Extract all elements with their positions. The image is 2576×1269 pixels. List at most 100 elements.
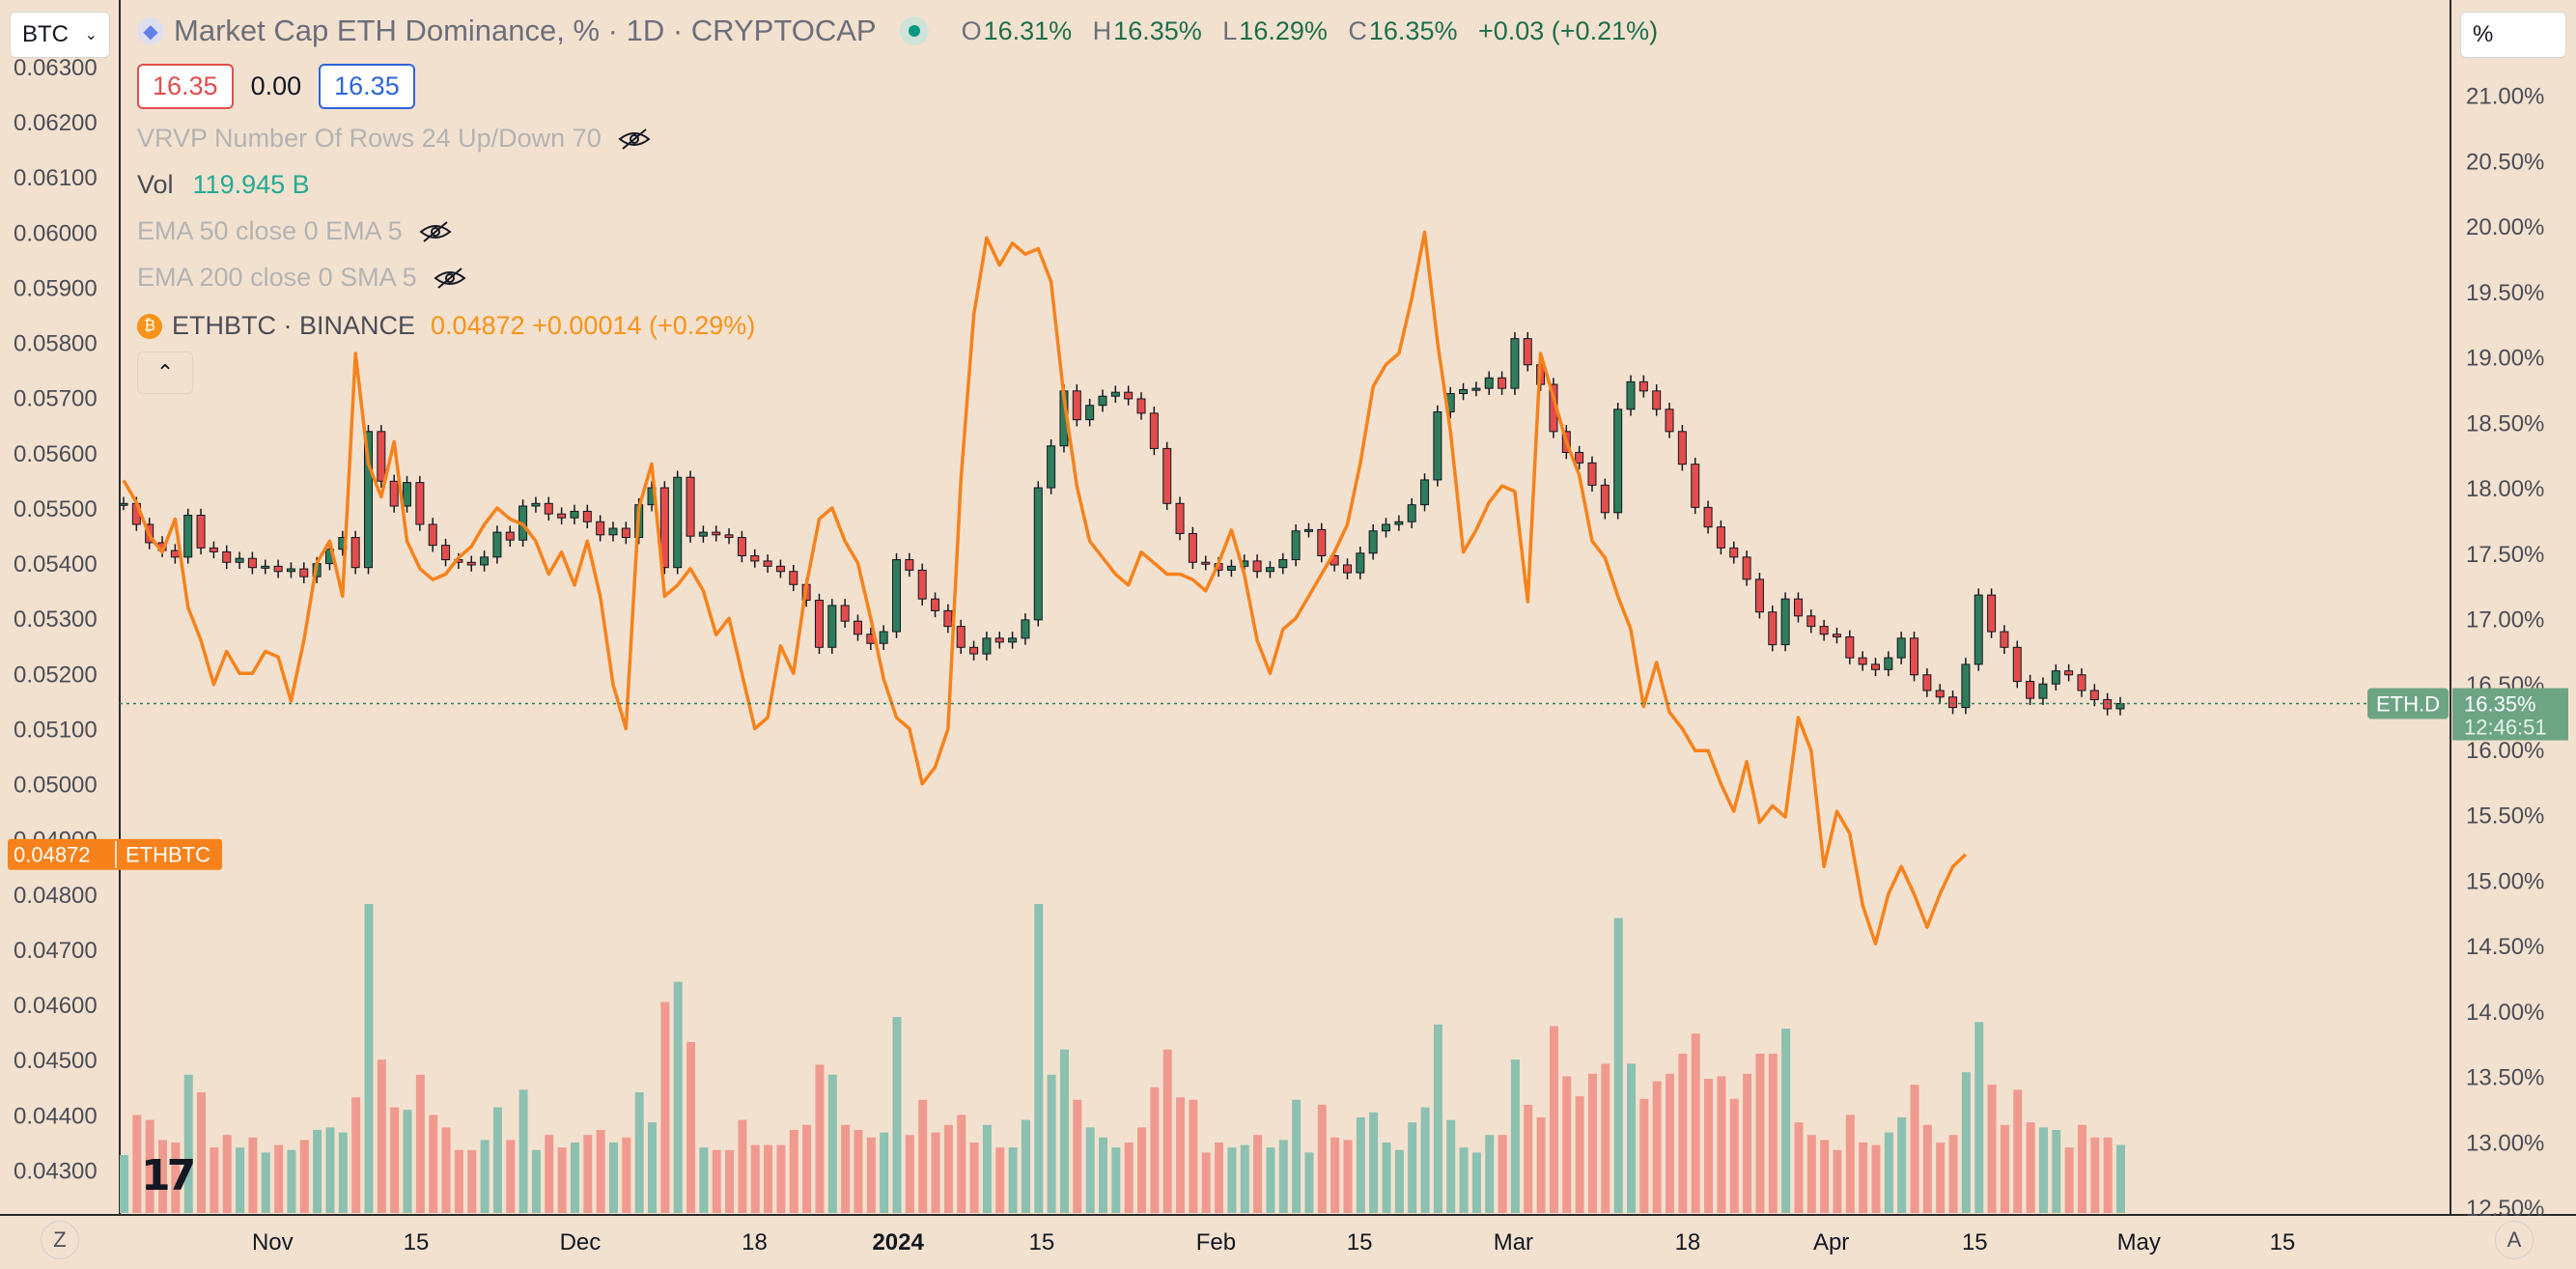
volume-bar	[1601, 1063, 1610, 1213]
volume-bar	[1691, 1033, 1700, 1213]
volume-bar	[429, 1114, 438, 1213]
right-axis-tick-label: 14.00%	[2466, 1000, 2544, 1026]
sell-price-button[interactable]: 16.35	[137, 64, 234, 109]
volume-bar	[222, 1135, 232, 1213]
x-axis-tick-label: 15	[404, 1229, 430, 1255]
price-boxes: 16.35 0.00 16.35	[137, 64, 415, 109]
candle	[1291, 530, 1301, 561]
indicator-vrvp[interactable]: VRVP Number Of Rows 24 Up/Down 70	[137, 124, 652, 154]
volume-bar	[1755, 1054, 1765, 1213]
volume-bar	[1781, 1029, 1791, 1213]
volume-bar	[2103, 1137, 2113, 1213]
indicator-ethbtc[interactable]: ₿ ETHBTC · BINANCE 0.04872 +0.00014 (+0.…	[137, 311, 755, 341]
candle	[724, 534, 734, 539]
volume-bar	[183, 1074, 193, 1213]
candle	[286, 568, 295, 573]
volume-bar	[1034, 904, 1044, 1213]
volume-bar	[1304, 1152, 1314, 1213]
volume-bar	[1833, 1149, 1842, 1213]
right-axis-tick-label: 16.00%	[2466, 738, 2544, 764]
eye-hidden-icon[interactable]	[418, 220, 453, 243]
candle	[814, 600, 824, 648]
eye-hidden-icon[interactable]	[617, 127, 652, 151]
indicator-ema50[interactable]: EMA 50 close 0 EMA 5	[137, 216, 453, 246]
axis-corner-left-button[interactable]: Z	[41, 1221, 79, 1259]
volume-bar	[1471, 1152, 1481, 1213]
candle	[1677, 431, 1687, 465]
candle-series	[119, 331, 2125, 716]
candle	[403, 482, 412, 507]
volume-bar	[1059, 1049, 1069, 1213]
candle	[1510, 338, 1520, 389]
candle	[1149, 412, 1159, 449]
candle	[1768, 611, 1778, 646]
candle	[1188, 532, 1197, 563]
volume-bar	[287, 1149, 296, 1213]
volume-bar	[1227, 1147, 1237, 1213]
volume-bar	[957, 1114, 966, 1213]
eye-hidden-icon[interactable]	[433, 267, 467, 290]
candle	[1884, 657, 1893, 670]
volume-bar	[1897, 1117, 1907, 1213]
volume-bar	[236, 1147, 245, 1213]
volume-bar	[1859, 1142, 1868, 1213]
volume-bar	[158, 1140, 168, 1213]
candle	[1780, 598, 1790, 646]
candle	[1754, 578, 1764, 613]
volume-bar	[2064, 1147, 2074, 1213]
candle	[892, 559, 902, 633]
candle	[1356, 552, 1365, 574]
volume-bar	[1948, 1135, 1958, 1213]
volume-bar	[1330, 1137, 1340, 1213]
axis-corner-right-button[interactable]: A	[2495, 1221, 2534, 1259]
candle	[905, 559, 914, 571]
tradingview-logo[interactable]: 17	[141, 1151, 196, 1200]
candle	[582, 510, 592, 522]
volume-bar	[1124, 1142, 1134, 1213]
volume-bar	[1794, 1122, 1804, 1213]
candle	[1523, 338, 1532, 366]
volume-bar	[403, 1110, 412, 1213]
volume-bar	[274, 1144, 284, 1213]
right-axis-tick-label: 17.50%	[2466, 542, 2544, 568]
volume-bar	[660, 1001, 670, 1213]
buy-price-button[interactable]: 16.35	[319, 64, 415, 109]
candle	[1162, 447, 1172, 504]
candle	[1832, 634, 1841, 637]
volume-bar	[995, 1147, 1005, 1213]
volume-bar	[1408, 1122, 1417, 1213]
candle	[763, 560, 772, 567]
volume-bar	[197, 1092, 207, 1213]
volume-bar	[1845, 1114, 1855, 1213]
candle	[1098, 395, 1107, 407]
candle	[596, 521, 605, 536]
candle	[1047, 445, 1056, 489]
indicator-volume[interactable]: Vol 119.945 B	[137, 170, 310, 200]
volume-bar	[905, 1135, 914, 1213]
ema50-label: EMA 50 close 0 EMA 5	[137, 216, 403, 245]
volume-bar	[750, 1144, 760, 1213]
ethbtc-line-series	[122, 230, 1968, 945]
volume-bar	[364, 904, 374, 1213]
collapse-legend-button[interactable]: ⌃	[137, 352, 193, 394]
candle	[1691, 464, 1700, 508]
candle	[827, 605, 837, 648]
volume-bar	[1189, 1099, 1198, 1213]
volume-bar	[377, 1059, 386, 1213]
candle	[1342, 564, 1352, 574]
candle	[1638, 381, 1648, 392]
unit-button[interactable]: %	[2460, 12, 2566, 58]
volume-bar	[1201, 1152, 1211, 1213]
candle	[1871, 663, 1881, 670]
candle	[1471, 387, 1481, 391]
volume-bar	[1111, 1147, 1121, 1213]
volume-bar	[492, 1107, 502, 1213]
symbol-search-input[interactable]: BTC ⌄	[10, 12, 110, 58]
indicator-ema200[interactable]: EMA 200 close 0 SMA 5	[137, 263, 467, 293]
volume-bar	[1704, 1079, 1714, 1213]
candle	[969, 646, 979, 655]
volume-bar	[634, 1092, 644, 1213]
vol-value: 119.945 B	[192, 170, 310, 199]
candle	[982, 637, 992, 655]
